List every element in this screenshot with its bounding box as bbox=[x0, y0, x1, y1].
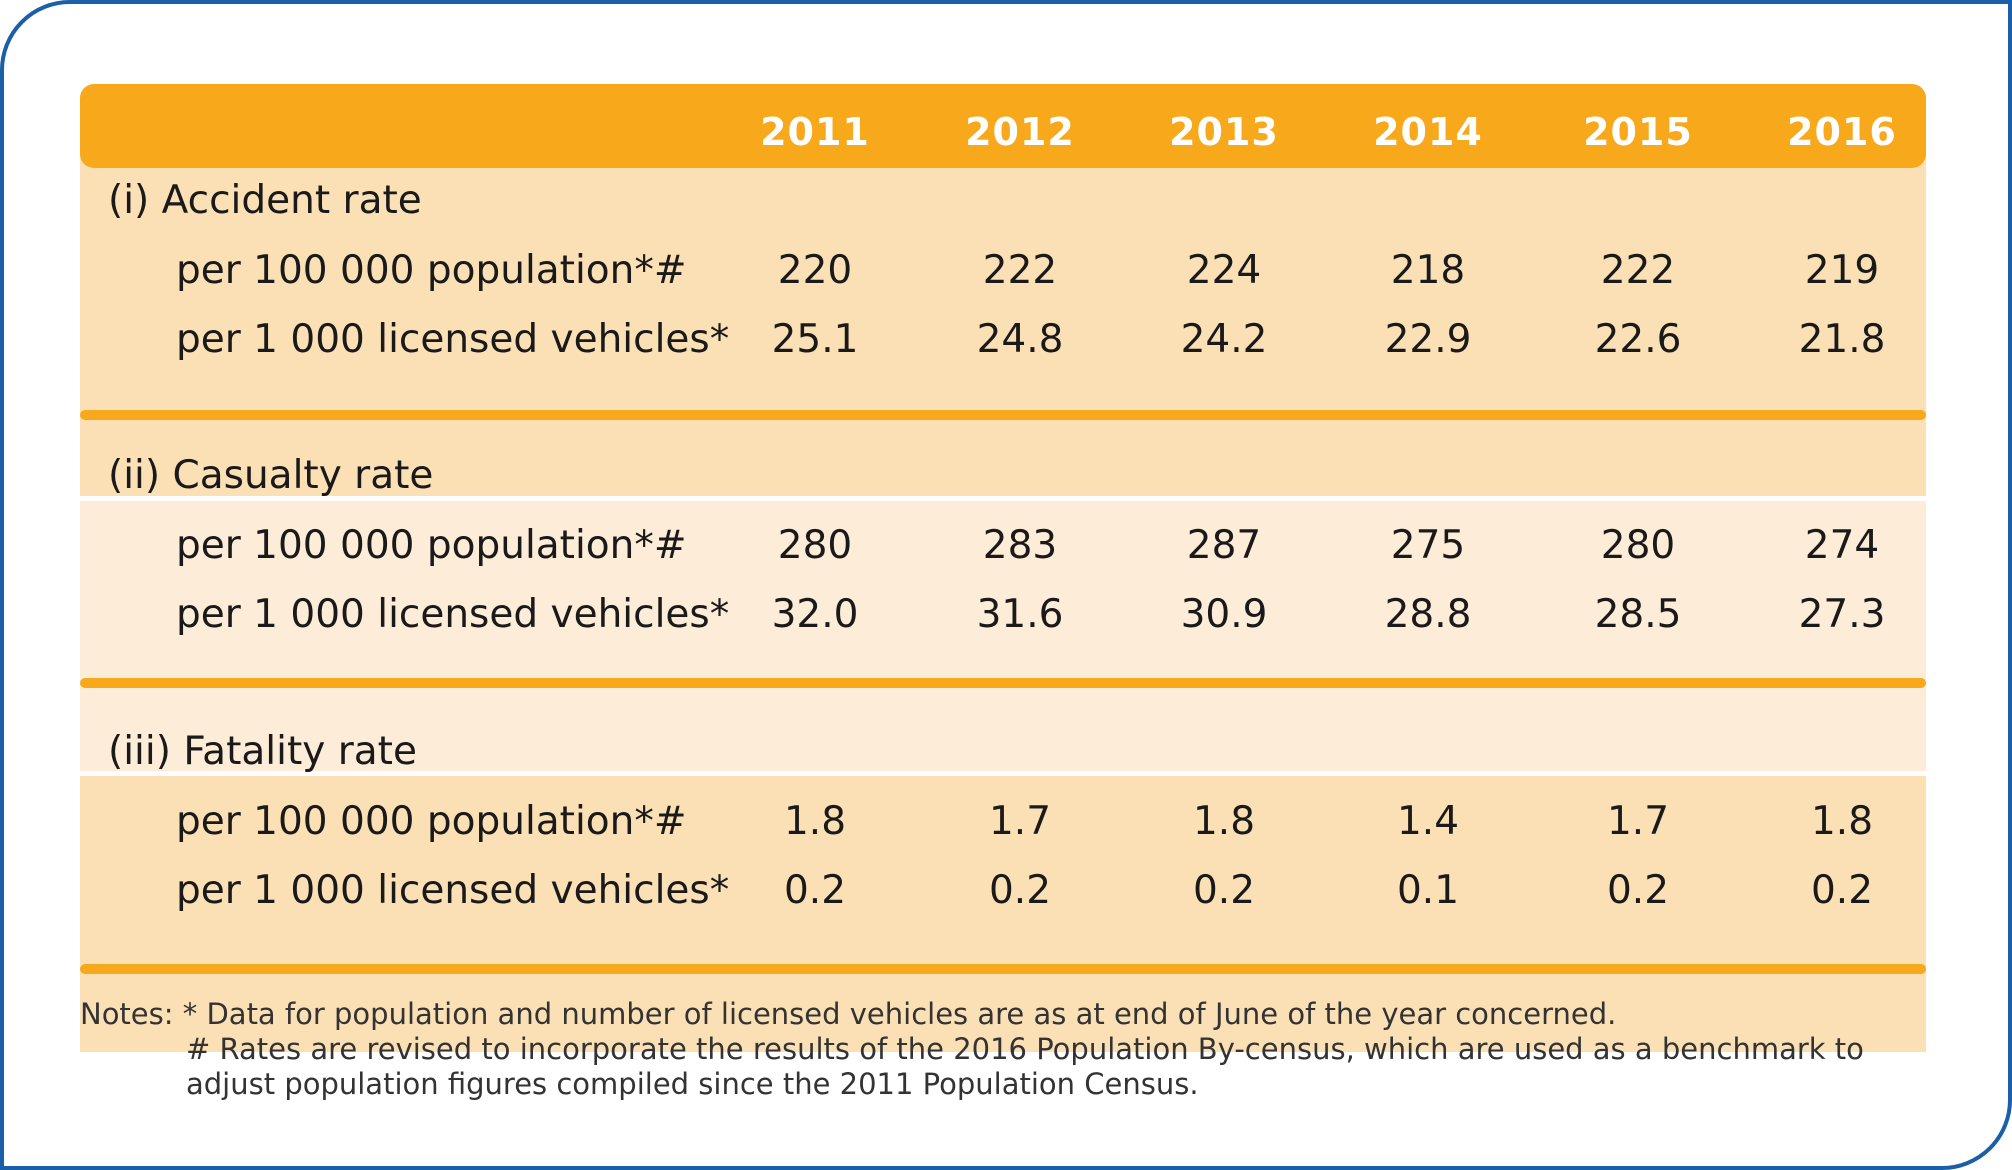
table-cell: 224 bbox=[1186, 248, 1262, 293]
table-cell: 218 bbox=[1390, 248, 1466, 293]
table-cell: 0.1 bbox=[1396, 868, 1460, 913]
table-cell: 31.6 bbox=[976, 592, 1064, 637]
footnote-line: Notes: * Data for population and number … bbox=[80, 997, 1617, 1031]
table-cell: 219 bbox=[1804, 248, 1880, 293]
year-header: 2014 bbox=[1373, 110, 1483, 154]
row-label: per 100 000 population*# bbox=[176, 523, 687, 568]
table-cell: 1.8 bbox=[1192, 799, 1256, 844]
table-cell: 24.8 bbox=[976, 317, 1064, 362]
footnote-line: adjust population figures compiled since… bbox=[186, 1067, 1199, 1101]
table-cell: 28.8 bbox=[1384, 592, 1472, 637]
table-cell: 280 bbox=[777, 523, 853, 568]
row-label: per 100 000 population*# bbox=[176, 248, 687, 293]
table-cell: 1.8 bbox=[1810, 799, 1874, 844]
year-header: 2012 bbox=[965, 110, 1075, 154]
table-cell: 0.2 bbox=[783, 868, 847, 913]
row-label: per 1 000 licensed vehicles* bbox=[176, 317, 730, 362]
section-divider bbox=[80, 678, 1926, 688]
row-label: per 1 000 licensed vehicles* bbox=[176, 592, 730, 637]
table-cell: 1.7 bbox=[1606, 799, 1670, 844]
table-cell: 28.5 bbox=[1594, 592, 1682, 637]
table-cell: 0.2 bbox=[988, 868, 1052, 913]
year-header: 2011 bbox=[760, 110, 870, 154]
section-divider bbox=[80, 410, 1926, 420]
section-bg-casualty bbox=[80, 501, 1926, 771]
year-header: 2013 bbox=[1169, 110, 1279, 154]
table-cell: 283 bbox=[982, 523, 1058, 568]
table-header: 2011 2012 2013 2014 2015 2016 bbox=[80, 84, 1926, 168]
table-cell: 0.2 bbox=[1192, 868, 1256, 913]
table-cell: 32.0 bbox=[771, 592, 859, 637]
table-cell: 275 bbox=[1390, 523, 1466, 568]
table-cell: 0.2 bbox=[1810, 868, 1874, 913]
table-cell: 22.9 bbox=[1384, 317, 1472, 362]
table-cell: 280 bbox=[1600, 523, 1676, 568]
table-cell: 220 bbox=[777, 248, 853, 293]
row-label: per 100 000 population*# bbox=[176, 799, 687, 844]
section-title-fatality: (iii) Fatality rate bbox=[108, 729, 417, 774]
year-header: 2016 bbox=[1787, 110, 1897, 154]
section-title-casualty: (ii) Casualty rate bbox=[108, 453, 434, 498]
section-bg-fatality bbox=[80, 776, 1926, 1052]
section-bg-accident bbox=[80, 144, 1926, 496]
table-cell: 287 bbox=[1186, 523, 1262, 568]
table-cell: 22.6 bbox=[1594, 317, 1682, 362]
table-cell: 21.8 bbox=[1798, 317, 1886, 362]
table-cell: 1.4 bbox=[1396, 799, 1460, 844]
table-cell: 222 bbox=[1600, 248, 1676, 293]
table-cell: 30.9 bbox=[1180, 592, 1268, 637]
table-cell: 0.2 bbox=[1606, 868, 1670, 913]
table-cell: 1.8 bbox=[783, 799, 847, 844]
row-label: per 1 000 licensed vehicles* bbox=[176, 868, 730, 913]
table-cell: 25.1 bbox=[771, 317, 859, 362]
section-title-accident: (i) Accident rate bbox=[108, 178, 422, 223]
table-cell: 222 bbox=[982, 248, 1058, 293]
footnote-line: # Rates are revised to incorporate the r… bbox=[186, 1032, 1864, 1066]
table-cell: 27.3 bbox=[1798, 592, 1886, 637]
table-cell: 24.2 bbox=[1180, 317, 1268, 362]
year-header: 2015 bbox=[1583, 110, 1693, 154]
table-cell: 274 bbox=[1804, 523, 1880, 568]
table-cell: 1.7 bbox=[988, 799, 1052, 844]
section-divider bbox=[80, 964, 1926, 974]
